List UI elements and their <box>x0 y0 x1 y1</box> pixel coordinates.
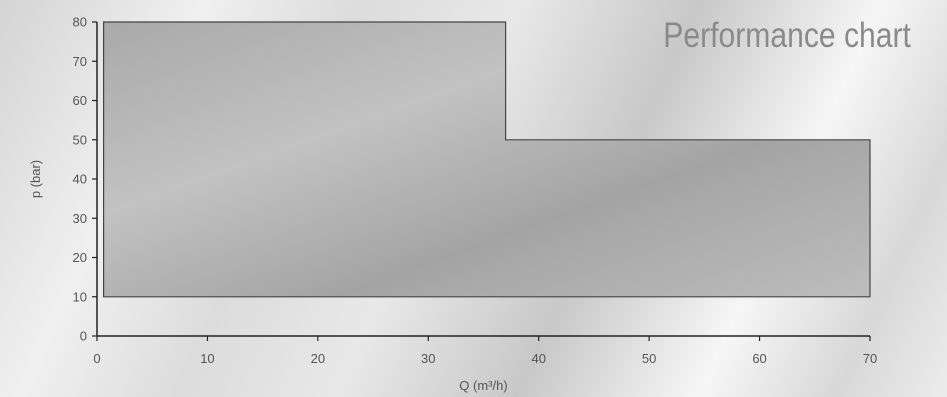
x-tick-label: 40 <box>531 351 545 366</box>
x-tick-label: 0 <box>93 351 100 366</box>
operating-region <box>102 21 871 298</box>
y-axis-label: p (bar) <box>28 160 43 198</box>
x-tick-label: 30 <box>421 351 435 366</box>
x-axis-label: Q (m³/h) <box>459 378 507 393</box>
y-tick-label: 30 <box>73 211 87 226</box>
y-tick-label: 70 <box>73 54 87 69</box>
x-tick-label: 50 <box>642 351 656 366</box>
y-tick-label: 50 <box>73 132 87 147</box>
x-tick-label: 10 <box>200 351 214 366</box>
y-tick-label: 10 <box>73 289 87 304</box>
y-tick-label: 60 <box>73 93 87 108</box>
x-tick-label: 20 <box>311 351 325 366</box>
x-tick-label: 60 <box>752 351 766 366</box>
y-tick-label: 0 <box>80 329 87 344</box>
y-tick-label: 80 <box>73 15 87 30</box>
y-tick-label: 20 <box>73 250 87 265</box>
chart-title: Performance chart <box>663 16 911 55</box>
x-tick-label: 70 <box>863 351 877 366</box>
y-tick-label: 40 <box>73 172 87 187</box>
